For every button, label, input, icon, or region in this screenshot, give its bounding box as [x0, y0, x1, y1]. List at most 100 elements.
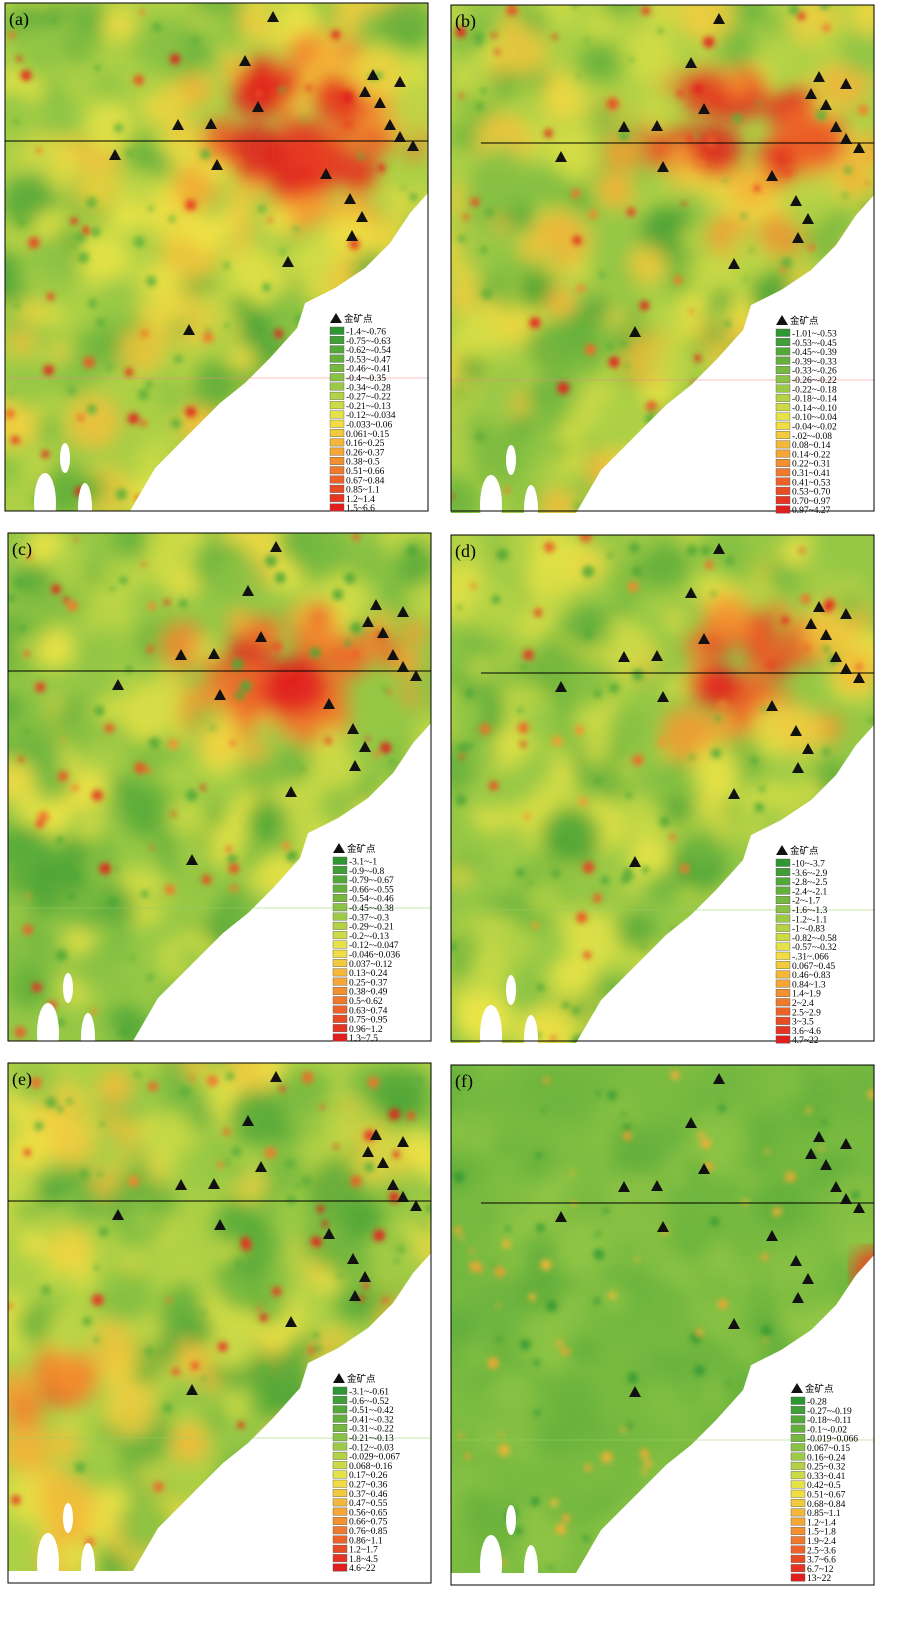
spot: [71, 784, 79, 792]
legend-swatch: [776, 980, 790, 988]
heat-blob: [266, 994, 296, 1024]
spot: [737, 951, 742, 956]
legend-swatch: [776, 441, 790, 449]
heat-blob: [191, 1499, 239, 1547]
heat-blob: [271, 363, 304, 396]
legend-swatch: [776, 338, 790, 346]
spot: [505, 1226, 510, 1231]
legend-marker: [776, 845, 788, 855]
heat-blob: [466, 158, 526, 218]
spot: [302, 118, 306, 122]
heat-blob: [707, 360, 736, 389]
heat-blob: [495, 25, 545, 75]
heat-blob: [833, 812, 878, 857]
spot: [231, 1146, 242, 1157]
heat-blob: [841, 346, 890, 395]
spot: [395, 1399, 407, 1411]
map-panel: (a)金矿点-1.4~-0.76-0.75~-0.63-0.62~-0.54-0…: [0, 0, 450, 533]
inlet: [506, 975, 516, 1005]
heat-blob: [845, 355, 897, 407]
spot: [68, 387, 76, 395]
spot: [641, 945, 646, 950]
legend-swatch: [776, 924, 790, 932]
legend-label: 0.97~4.27: [792, 506, 831, 516]
heat-blob: [644, 871, 679, 906]
heat-blob: [664, 678, 683, 697]
legend-swatch: [333, 876, 347, 884]
heat-blob: [398, 876, 452, 930]
heat-blob: [385, 1343, 415, 1373]
heat-blob: [180, 1507, 197, 1524]
spot: [394, 1259, 399, 1264]
heat-blob: [402, 731, 450, 779]
spot: [762, 707, 767, 712]
heat-blob: [371, 1065, 429, 1123]
spot: [705, 136, 717, 148]
spot: [480, 246, 488, 254]
spot: [584, 502, 589, 507]
spot: [450, 494, 454, 498]
heat-blob: [36, 766, 72, 802]
heat-blob: [60, 721, 89, 750]
spot: [277, 351, 285, 359]
spot: [406, 426, 415, 435]
spot: [459, 1236, 463, 1240]
heat-blob: [668, 1523, 713, 1568]
spot: [561, 1348, 569, 1356]
legend-swatch: [333, 1415, 347, 1423]
heat-blob: [844, 1365, 886, 1407]
spot: [648, 443, 656, 451]
spot: [694, 990, 698, 994]
heat-blob: [697, 1550, 730, 1583]
spot: [572, 1034, 584, 1046]
spot: [703, 1434, 713, 1444]
heat-blob: [672, 1474, 711, 1513]
heat-blob: [716, 1526, 737, 1547]
spot: [8, 31, 15, 38]
spot: [755, 1539, 765, 1549]
spot: [90, 227, 100, 237]
spot: [174, 1563, 183, 1572]
heat-blob: [686, 1014, 704, 1032]
spot: [705, 388, 715, 398]
spot: [18, 757, 23, 762]
legend-swatch: [333, 1424, 347, 1432]
heat-blob: [400, 1501, 441, 1542]
heat-blob: [715, 368, 765, 418]
spot: [841, 434, 849, 442]
heat-blob: [574, 479, 592, 497]
spot: [409, 193, 417, 201]
inlet: [149, 1543, 167, 1583]
heat-blob: [645, 1536, 691, 1582]
spot: [627, 208, 636, 217]
legend-swatch: [776, 1017, 790, 1025]
heat-blob: [721, 1010, 769, 1058]
heat-blob: [192, 908, 209, 925]
heat-blob: [113, 976, 132, 995]
spot: [448, 942, 457, 951]
heat-blob: [417, 1270, 436, 1289]
legend-swatch: [330, 439, 344, 447]
legend-marker: [333, 1373, 345, 1383]
legend-swatch: [791, 1518, 805, 1526]
heat-blob: [694, 498, 717, 521]
inlet: [524, 485, 538, 535]
spot: [92, 1294, 104, 1306]
spot: [495, 49, 500, 54]
spot: [863, 816, 869, 822]
heat-blob: [386, 809, 426, 849]
spot: [186, 789, 198, 801]
spot: [412, 1075, 423, 1086]
spot: [146, 276, 156, 286]
spot: [708, 403, 719, 414]
legend-swatch: [791, 1574, 805, 1582]
heat-blob: [183, 984, 225, 1026]
heat-blob: [703, 1244, 735, 1276]
heat-blob: [299, 435, 327, 463]
legend-swatch: [333, 857, 347, 865]
heat-blob: [721, 469, 756, 504]
heat-blob: [611, 1535, 663, 1587]
heat-blob: [19, 1230, 47, 1258]
heat-blob: [97, 1070, 132, 1105]
heat-blob: [127, 1205, 158, 1236]
